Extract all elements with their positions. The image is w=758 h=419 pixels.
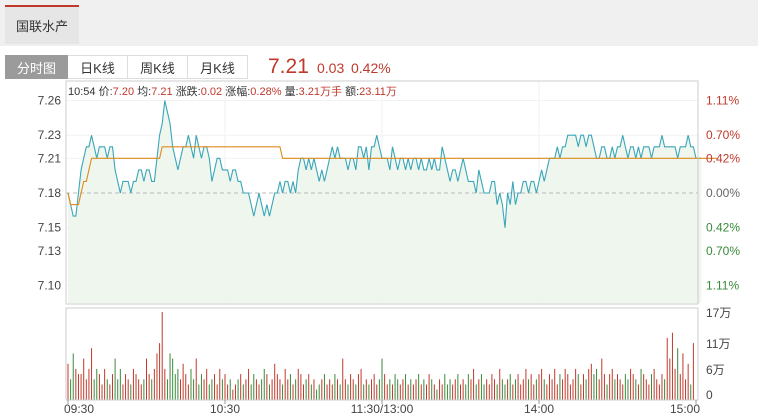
y-right-tick-label: 0.70%	[706, 128, 740, 142]
y-right-tick-label: 0.00%	[706, 186, 740, 200]
info-avg: 7.21	[151, 86, 173, 98]
y-tick-label: 7.18	[38, 186, 62, 200]
y-right-tick-label: 1.11%	[706, 279, 739, 293]
x-tick-label: 10:30	[210, 402, 240, 416]
volume-axis: 17万 11万 6万 0	[706, 306, 731, 402]
y-tick-label: 7.10	[38, 279, 62, 293]
info-avg-label: 均:	[137, 86, 152, 98]
average-price-line	[67, 146, 717, 206]
y-right-tick-label: 1.11%	[706, 94, 739, 108]
info-change-label: 涨跌:	[175, 86, 201, 98]
info-bar: 10:54 价:7.20 均:7.21 涨跌:0.02 涨幅:0.28% 量:3…	[68, 83, 397, 99]
y-tick-label: 7.15	[38, 221, 62, 235]
y-tick-label: 7.13	[38, 244, 62, 258]
volume-bars	[67, 312, 694, 400]
y-right-tick-label: 0.70%	[706, 244, 740, 258]
tab-weekly-k[interactable]: 周K线	[128, 55, 188, 79]
info-price-label: 价:	[98, 86, 113, 98]
info-change: 0.02	[200, 86, 223, 98]
y-right-tick-label: 0.42%	[706, 221, 740, 235]
y-tick-label: 7.26	[38, 94, 62, 108]
y-tick-label: 7.23	[38, 128, 62, 142]
price-change-percent: 0.42%	[351, 60, 391, 76]
price-panel-frame	[65, 80, 699, 305]
info-time: 10:54	[68, 86, 96, 98]
info-pct: 0.28%	[250, 86, 282, 98]
info-pct-label: 涨幅:	[225, 86, 251, 98]
y-axis-left: 7.26 7.23 7.21 7.18 7.15 7.13 7.10	[38, 94, 62, 293]
x-tick-label: 09:30	[64, 402, 94, 416]
tab-daily-k[interactable]: 日K线	[68, 55, 128, 79]
info-volume: 3.21万手	[298, 86, 343, 98]
price-area-fill	[68, 100, 702, 303]
info-amount: 23.11万	[359, 86, 397, 98]
info-volume-label: 量:	[284, 86, 299, 98]
x-tick-label: 11:30/13:00	[351, 402, 414, 416]
stock-name-tab[interactable]: 国联水产	[5, 5, 79, 44]
x-tick-label: 14:00	[524, 402, 554, 416]
tab-intraday[interactable]: 分时图	[5, 55, 68, 79]
volume-tick-label: 11万	[706, 337, 730, 351]
info-amount-label: 额:	[345, 86, 360, 98]
info-price: 7.20	[112, 86, 135, 98]
volume-tick-label: 17万	[706, 306, 731, 320]
tab-monthly-k[interactable]: 月K线	[188, 55, 248, 79]
y-axis-right: 1.11% 0.70% 0.42% 0.00% 0.42% 0.70% 1.11%	[706, 94, 740, 293]
current-price: 7.21	[268, 55, 309, 78]
x-tick-label: 15:00	[670, 402, 700, 416]
top-bar	[0, 0, 758, 46]
y-tick-label: 7.21	[38, 151, 62, 165]
volume-tick-label: 6万	[706, 363, 725, 377]
intraday-chart: 7.26 7.23 7.21 7.18 7.15 7.13 7.10 1.11% 0.70% 0…	[38, 80, 740, 416]
x-axis: 09:30 10:30 11:30/13:00 14:00 15:00	[64, 400, 700, 416]
price-change: 0.03	[317, 60, 345, 76]
volume-tick-label: 0	[706, 388, 713, 402]
period-tabs: 分时图 日K线 周K线 月K线	[5, 55, 248, 79]
y-right-tick-label: 0.42%	[706, 151, 740, 165]
